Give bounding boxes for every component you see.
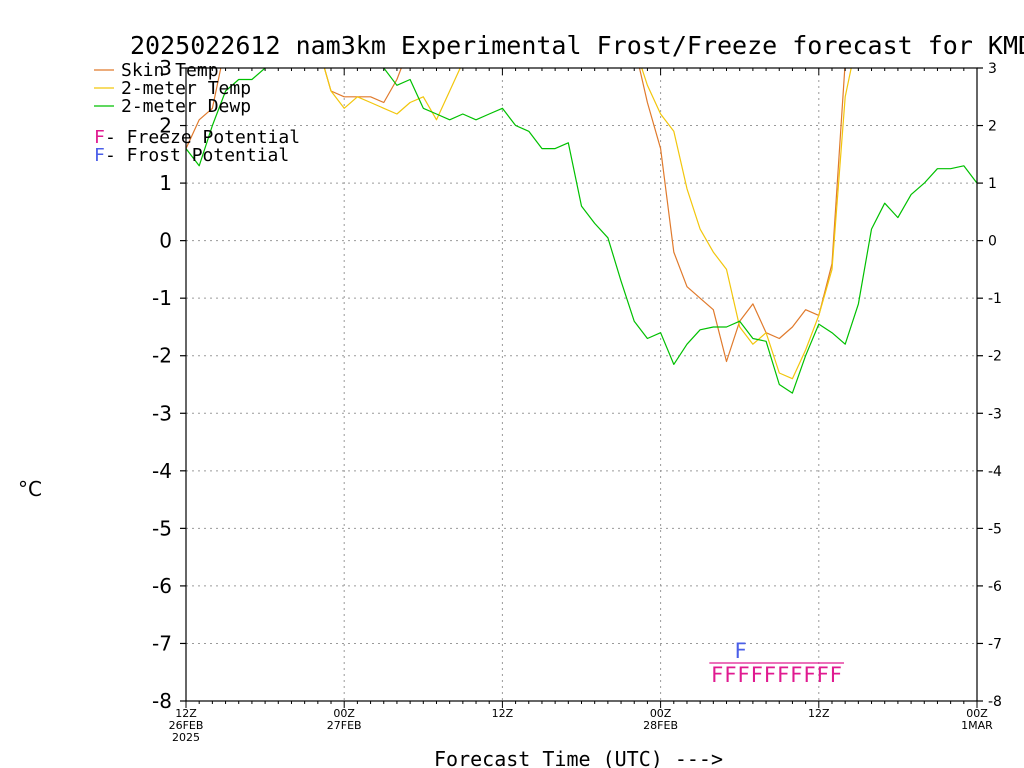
y-tick-label-right: -5 — [988, 521, 1002, 537]
y-tick-label: 2 — [159, 114, 172, 138]
y-tick-label: 0 — [159, 229, 172, 253]
y-tick-label-right: 3 — [988, 61, 997, 77]
x-tick-label: 27FEB — [327, 719, 362, 732]
y-tick-label: 1 — [159, 171, 172, 195]
y-tick-label-right: -8 — [988, 694, 1002, 710]
x-tick-label: 12Z — [808, 707, 830, 720]
y-tick-label: 3 — [159, 56, 172, 80]
y-tick-label-right: 2 — [988, 119, 997, 135]
legend-potential-label: - Freeze Potential — [105, 127, 300, 148]
freeze-potential-marker: F — [830, 663, 842, 687]
series-line-2 — [186, 68, 977, 394]
freeze-potential-marker: F — [764, 663, 776, 687]
y-tick-label: -8 — [152, 689, 172, 713]
freeze-potential-marker: F — [817, 663, 829, 687]
freeze-potential-marker: F — [711, 663, 723, 687]
freeze-potential-marker: F — [724, 663, 736, 687]
y-tick-label-right: -1 — [988, 291, 1002, 307]
y-axis-label: °C — [18, 477, 42, 501]
x-tick-label: 1MAR — [961, 719, 993, 732]
x-tick-label: 00Z — [650, 707, 672, 720]
freeze-potential-marker: F — [751, 663, 763, 687]
freeze-potential-marker: F — [790, 663, 802, 687]
x-tick-label: 12Z — [175, 707, 197, 720]
x-tick-label: 12Z — [492, 707, 514, 720]
frost-potential-marker: F — [735, 639, 747, 663]
y-tick-label: -4 — [152, 459, 172, 483]
legend-potential-marker: F — [94, 127, 105, 148]
legend-label: 2-meter Temp — [121, 78, 251, 99]
x-tick-label: 2025 — [172, 731, 200, 744]
y-tick-label: -5 — [152, 516, 172, 540]
x-tick-label: 26FEB — [169, 719, 204, 732]
x-tick-label: 00Z — [333, 707, 355, 720]
x-tick-label: 28FEB — [643, 719, 678, 732]
y-tick-label-right: -2 — [988, 349, 1002, 365]
x-axis-label: Forecast Time (UTC) ---> — [434, 747, 723, 768]
legend-label: Skin Temp — [121, 60, 219, 81]
chart-title: 2025022612 nam3km Experimental Frost/Fre… — [130, 31, 1024, 60]
series-lines — [186, 68, 977, 394]
y-tick-label: -3 — [152, 401, 172, 425]
y-tick-label-right: -7 — [988, 636, 1002, 652]
y-tick-label-right: 1 — [988, 176, 997, 192]
y-tick-label: -7 — [152, 631, 172, 655]
y-axis-ticks: -8 -8 -7 -7 -6 -6 -5 -5 -4 -4 -3 -3 -2 -2 -1 -1 0 0 1 1 2 2 3 3 — [152, 56, 1002, 713]
x-tick-label: 00Z — [966, 707, 988, 720]
series-line-1 — [323, 68, 852, 380]
legend-potential-label: - Frost Potential — [105, 145, 289, 166]
y-tick-label-right: -3 — [988, 406, 1002, 422]
y-tick-label: -6 — [152, 574, 172, 598]
freeze-potential-marker: F — [777, 663, 789, 687]
legend-potential-marker: F — [94, 145, 105, 166]
y-tick-label-right: -6 — [988, 579, 1002, 595]
y-tick-label: -2 — [152, 344, 172, 368]
legend-label: 2-meter Dewp — [121, 96, 251, 117]
y-tick-label-right: -4 — [988, 464, 1002, 480]
y-tick-label: -1 — [152, 286, 172, 310]
y-tick-label-right: 0 — [988, 234, 997, 250]
freeze-potential-marker: F — [804, 663, 816, 687]
freeze-potential-marker: F — [738, 663, 750, 687]
potential-markers: F F F F F F F F F FF — [709, 639, 844, 687]
